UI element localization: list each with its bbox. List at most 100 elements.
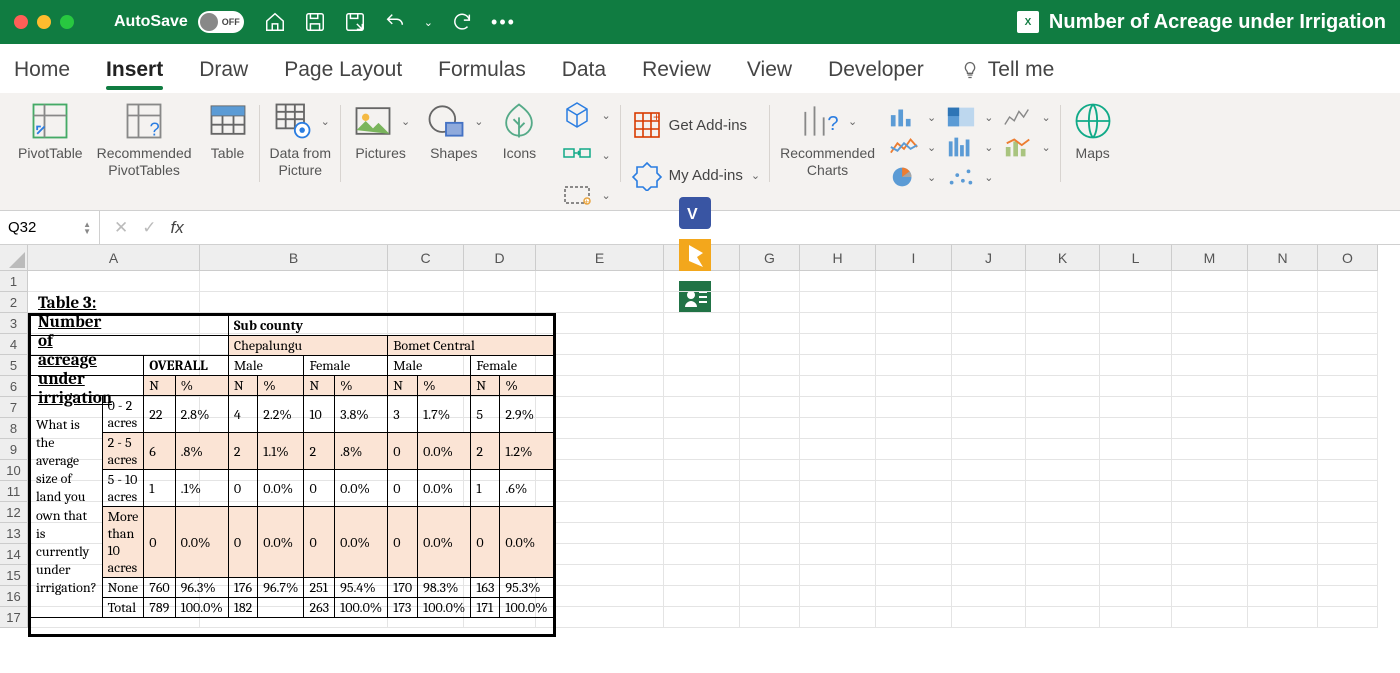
- select-all-corner[interactable]: [0, 245, 28, 271]
- data-cell: 251: [304, 578, 335, 598]
- my-addins-button[interactable]: My Add-ins ⌄: [631, 159, 760, 191]
- gender-header: Female: [471, 356, 554, 376]
- recommended-pivot-button[interactable]: ? Recommended PivotTables: [97, 99, 192, 179]
- namebox-spinner[interactable]: ▲▼: [83, 221, 91, 235]
- column-header[interactable]: A: [28, 245, 200, 271]
- column-header[interactable]: O: [1318, 245, 1378, 271]
- autosave-state: OFF: [222, 17, 240, 27]
- shapes-button[interactable]: ⌄ Shapes: [424, 99, 483, 162]
- store-icon: +: [631, 109, 663, 141]
- table-button[interactable]: Table: [206, 99, 250, 162]
- row-header[interactable]: 8: [0, 418, 28, 439]
- column-header[interactable]: L: [1100, 245, 1172, 271]
- row-header[interactable]: 14: [0, 544, 28, 565]
- visio-addin-icon[interactable]: V: [679, 197, 711, 229]
- row-header[interactable]: 17: [0, 607, 28, 628]
- group-maps: Maps: [1061, 99, 1125, 206]
- home-icon[interactable]: [264, 11, 286, 33]
- tab-draw[interactable]: Draw: [199, 58, 248, 82]
- combo-chart-button[interactable]: ⌄: [1003, 135, 1050, 159]
- tab-page-layout[interactable]: Page Layout: [284, 58, 402, 82]
- maximize-window-button[interactable]: [60, 15, 74, 29]
- tab-developer[interactable]: Developer: [828, 58, 924, 82]
- recommended-charts-button[interactable]: ? ⌄ Recommended Charts: [780, 99, 875, 179]
- column-header[interactable]: G: [740, 245, 800, 271]
- pie-chart-button[interactable]: ⌄: [889, 165, 936, 189]
- tell-me-search[interactable]: Tell me: [960, 58, 1055, 82]
- column-header[interactable]: H: [800, 245, 876, 271]
- data-cell: 0: [388, 433, 418, 470]
- tab-view[interactable]: View: [747, 58, 792, 82]
- minimize-window-button[interactable]: [37, 15, 51, 29]
- redo-icon[interactable]: [451, 11, 473, 33]
- column-header[interactable]: C: [388, 245, 464, 271]
- accept-formula-icon[interactable]: ✓: [142, 218, 156, 238]
- tab-home[interactable]: Home: [14, 58, 70, 82]
- hierarchy-chart-button[interactable]: ⌄: [946, 105, 993, 129]
- column-header[interactable]: B: [200, 245, 388, 271]
- row-header[interactable]: 4: [0, 334, 28, 355]
- column-header[interactable]: M: [1172, 245, 1248, 271]
- name-box[interactable]: Q32 ▲▼: [0, 211, 100, 244]
- category-label: 5 - 10 acres: [102, 470, 144, 507]
- row-header[interactable]: 2: [0, 292, 28, 313]
- lightbulb-icon: [960, 60, 980, 80]
- gender-header: Female: [304, 356, 388, 376]
- close-window-button[interactable]: [14, 15, 28, 29]
- row-header[interactable]: 1: [0, 271, 28, 292]
- data-from-picture-button[interactable]: ⌄ Data from Picture: [270, 99, 331, 179]
- pivottable-button[interactable]: PivotTable: [18, 99, 83, 162]
- column-header[interactable]: D: [464, 245, 536, 271]
- cancel-formula-icon[interactable]: ✕: [114, 218, 128, 238]
- waterfall-chart-button[interactable]: ⌄: [1003, 105, 1050, 129]
- tab-formulas[interactable]: Formulas: [438, 58, 526, 82]
- row-header[interactable]: 10: [0, 460, 28, 481]
- undo-icon[interactable]: [384, 11, 406, 33]
- column-header[interactable]: I: [876, 245, 952, 271]
- formula-input[interactable]: [198, 211, 1400, 244]
- row-header[interactable]: 9: [0, 439, 28, 460]
- icons-button[interactable]: Icons: [497, 99, 541, 162]
- tab-insert[interactable]: Insert: [106, 58, 163, 82]
- group-charts: ? ⌄ Recommended Charts ⌄ ⌄ ⌄ ⌄ ⌄ ⌄ ⌄ ⌄: [770, 99, 1061, 206]
- save-as-icon[interactable]: [344, 11, 366, 33]
- row-header[interactable]: 13: [0, 523, 28, 544]
- pct-header: %: [258, 376, 304, 396]
- maps-button[interactable]: Maps: [1071, 99, 1115, 162]
- bing-addin-icon[interactable]: [679, 239, 711, 271]
- pictures-button[interactable]: ⌄ Pictures: [351, 99, 410, 162]
- get-addins-button[interactable]: + Get Add-ins: [631, 109, 760, 141]
- column-header[interactable]: N: [1248, 245, 1318, 271]
- row-headers: 1234567891011121314151617: [0, 271, 28, 628]
- cell-grid[interactable]: Table 3: Number of acreage under irrigat…: [28, 271, 1400, 628]
- autosave-toggle[interactable]: OFF: [198, 11, 244, 33]
- smartart-button[interactable]: ⌄: [561, 139, 610, 171]
- row-header[interactable]: 12: [0, 502, 28, 523]
- row-header[interactable]: 7: [0, 397, 28, 418]
- save-icon[interactable]: [304, 11, 326, 33]
- column-chart-button[interactable]: ⌄: [889, 105, 936, 129]
- row-header[interactable]: 6: [0, 376, 28, 397]
- data-cell: 0: [228, 507, 257, 578]
- statistic-chart-button[interactable]: ⌄: [946, 135, 993, 159]
- row-header[interactable]: 5: [0, 355, 28, 376]
- column-header[interactable]: J: [952, 245, 1026, 271]
- column-header[interactable]: E: [536, 245, 664, 271]
- column-header[interactable]: K: [1026, 245, 1100, 271]
- 3d-models-button[interactable]: ⌄: [561, 99, 610, 131]
- row-header[interactable]: 16: [0, 586, 28, 607]
- row-header[interactable]: 15: [0, 565, 28, 586]
- row-header[interactable]: 11: [0, 481, 28, 502]
- scatter-chart-button[interactable]: ⌄: [946, 165, 993, 189]
- my-addins-label: My Add-ins: [669, 167, 743, 184]
- line-chart-button[interactable]: ⌄: [889, 135, 936, 159]
- tab-review[interactable]: Review: [642, 58, 711, 82]
- data-cell: 100.0%: [175, 598, 228, 618]
- row-header[interactable]: 3: [0, 313, 28, 334]
- screenshot-button[interactable]: + ⌄: [561, 179, 610, 211]
- dropdown-icon: ⌄: [751, 169, 760, 182]
- undo-split-icon[interactable]: ⌄: [424, 16, 433, 29]
- tab-data[interactable]: Data: [562, 58, 606, 82]
- overflow-icon[interactable]: •••: [491, 12, 516, 33]
- fx-icon[interactable]: fx: [171, 218, 184, 238]
